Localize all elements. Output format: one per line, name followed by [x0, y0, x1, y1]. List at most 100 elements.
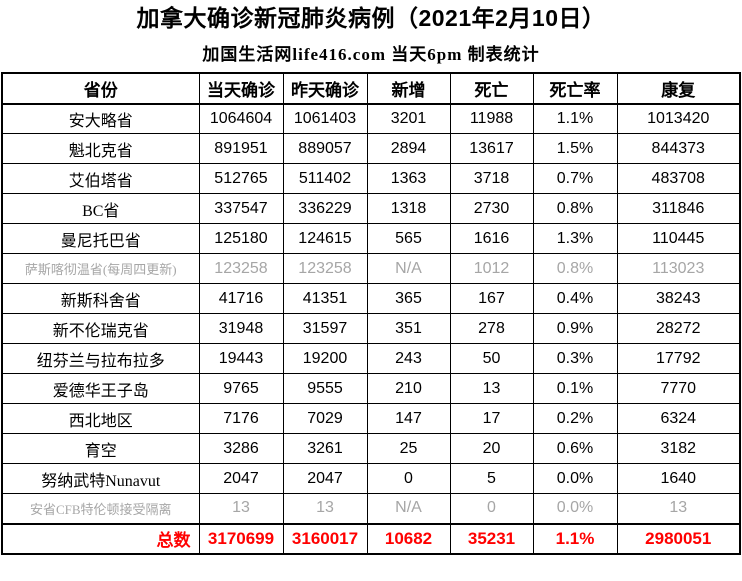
death-rate-cell: 1.3%: [532, 223, 618, 255]
province-name: 魁北克省: [1, 133, 200, 165]
total-yesterday-confirmed: 3160017: [282, 522, 368, 555]
total-death-rate: 1.1%: [532, 522, 618, 555]
death-rate-cell: 0.2%: [532, 403, 618, 435]
col-header-new-cases: 新增: [366, 72, 451, 105]
province-name: 纽芬兰与拉布拉多: [1, 343, 200, 375]
recovered-cell: 844373: [616, 133, 741, 165]
new-cases-cell: 243: [366, 343, 451, 375]
recovered-cell: 7770: [616, 373, 741, 405]
death-rate-cell: 0.9%: [532, 313, 618, 345]
yesterday-confirmed-cell: 13: [282, 493, 368, 525]
deaths-cell: 5: [449, 463, 534, 495]
death-rate-cell: 0.8%: [532, 193, 618, 225]
province-name: BC省: [1, 193, 200, 225]
new-cases-cell: 351: [366, 313, 451, 345]
page-title: 加拿大确诊新冠肺炎病例（2021年2月10日）: [136, 5, 606, 31]
deaths-cell: 13617: [449, 133, 534, 165]
new-cases-cell: 1318: [366, 193, 451, 225]
yesterday-confirmed-cell: 3261: [282, 433, 368, 465]
table-row: 新斯科舍省 41716 41351 365 167 0.4% 38243: [1, 283, 741, 315]
new-cases-cell: 210: [366, 373, 451, 405]
recovered-cell: 38243: [616, 283, 741, 315]
province-name: 西北地区: [1, 403, 200, 435]
deaths-cell: 278: [449, 313, 534, 345]
province-name: 新斯科舍省: [1, 283, 200, 315]
new-cases-cell: 3201: [366, 103, 451, 135]
today-confirmed-cell: 41716: [198, 283, 284, 315]
today-confirmed-cell: 13: [198, 493, 284, 525]
table-row: 西北地区 7176 7029 147 17 0.2% 6324: [1, 403, 741, 435]
recovered-cell: 17792: [616, 343, 741, 375]
new-cases-cell: 0: [366, 463, 451, 495]
today-confirmed-cell: 123258: [198, 253, 284, 285]
col-header-yesterday-confirmed: 昨天确诊: [282, 72, 368, 105]
total-recovered: 2980051: [616, 522, 741, 555]
new-cases-cell: 365: [366, 283, 451, 315]
table-row: BC省 337547 336229 1318 2730 0.8% 311846: [1, 193, 741, 225]
today-confirmed-cell: 1064604: [198, 103, 284, 135]
page-subtitle: 加国生活网life416.com 当天6pm 制表统计: [202, 44, 540, 64]
today-confirmed-cell: 7176: [198, 403, 284, 435]
yesterday-confirmed-cell: 123258: [282, 253, 368, 285]
recovered-cell: 1640: [616, 463, 741, 495]
yesterday-confirmed-cell: 31597: [282, 313, 368, 345]
province-name: 新不伦瑞克省: [1, 313, 200, 345]
recovered-cell: 13: [616, 493, 741, 525]
new-cases-cell: 2894: [366, 133, 451, 165]
death-rate-cell: 1.1%: [532, 103, 618, 135]
col-header-recovered: 康复: [616, 72, 741, 105]
deaths-cell: 167: [449, 283, 534, 315]
table-row: 萨斯喀彻温省(每周四更新) 123258 123258 N/A 1012 0.8…: [1, 253, 741, 285]
today-confirmed-cell: 31948: [198, 313, 284, 345]
death-rate-cell: 0.1%: [532, 373, 618, 405]
table-row: 曼尼托巴省 125180 124615 565 1616 1.3% 110445: [1, 223, 741, 255]
province-name: 艾伯塔省: [1, 163, 200, 195]
table-body: 安大略省 1064604 1061403 3201 11988 1.1% 101…: [1, 103, 741, 525]
today-confirmed-cell: 512765: [198, 163, 284, 195]
total-today-confirmed: 3170699: [198, 522, 284, 555]
province-name: 安省CFB特伦顿接受隔离: [1, 493, 200, 525]
deaths-cell: 2730: [449, 193, 534, 225]
deaths-cell: 20: [449, 433, 534, 465]
table-row: 艾伯塔省 512765 511402 1363 3718 0.7% 483708: [1, 163, 741, 195]
yesterday-confirmed-cell: 889057: [282, 133, 368, 165]
recovered-cell: 28272: [616, 313, 741, 345]
yesterday-confirmed-cell: 1061403: [282, 103, 368, 135]
province-name: 萨斯喀彻温省(每周四更新): [1, 253, 200, 285]
new-cases-cell: 565: [366, 223, 451, 255]
yesterday-confirmed-cell: 511402: [282, 163, 368, 195]
today-confirmed-cell: 337547: [198, 193, 284, 225]
deaths-cell: 50: [449, 343, 534, 375]
recovered-cell: 110445: [616, 223, 741, 255]
today-confirmed-cell: 891951: [198, 133, 284, 165]
deaths-cell: 17: [449, 403, 534, 435]
new-cases-cell: 147: [366, 403, 451, 435]
yesterday-confirmed-cell: 19200: [282, 343, 368, 375]
new-cases-cell: N/A: [366, 253, 451, 285]
recovered-cell: 6324: [616, 403, 741, 435]
col-header-death-rate: 死亡率: [532, 72, 618, 105]
table-row: 育空 3286 3261 25 20 0.6% 3182: [1, 433, 741, 465]
table-row: 新不伦瑞克省 31948 31597 351 278 0.9% 28272: [1, 313, 741, 345]
province-name: 努纳武特Nunavut: [1, 463, 200, 495]
recovered-cell: 1013420: [616, 103, 741, 135]
col-header-deaths: 死亡: [449, 72, 534, 105]
yesterday-confirmed-cell: 2047: [282, 463, 368, 495]
table-row: 魁北克省 891951 889057 2894 13617 1.5% 84437…: [1, 133, 741, 165]
province-name: 安大略省: [1, 103, 200, 135]
recovered-cell: 3182: [616, 433, 741, 465]
deaths-cell: 0: [449, 493, 534, 525]
yesterday-confirmed-cell: 7029: [282, 403, 368, 435]
death-rate-cell: 0.7%: [532, 163, 618, 195]
col-header-today-confirmed: 当天确诊: [198, 72, 284, 105]
province-name: 曼尼托巴省: [1, 223, 200, 255]
table-row: 安省CFB特伦顿接受隔离 13 13 N/A 0 0.0% 13: [1, 493, 741, 525]
total-new-cases: 10682: [366, 522, 451, 555]
yesterday-confirmed-cell: 336229: [282, 193, 368, 225]
death-rate-cell: 1.5%: [532, 133, 618, 165]
death-rate-cell: 0.4%: [532, 283, 618, 315]
table-row: 纽芬兰与拉布拉多 19443 19200 243 50 0.3% 17792: [1, 343, 741, 375]
table-row: 安大略省 1064604 1061403 3201 11988 1.1% 101…: [1, 103, 741, 135]
deaths-cell: 11988: [449, 103, 534, 135]
